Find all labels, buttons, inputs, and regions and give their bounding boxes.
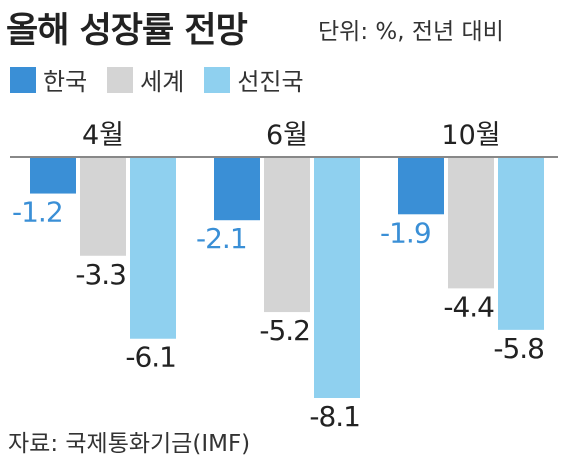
- category-label: 6월: [266, 120, 308, 151]
- legend-swatch-korea: [10, 66, 36, 93]
- value-label-world: -5.2: [259, 314, 310, 347]
- legend: 한국 세계 선진국: [10, 62, 324, 97]
- value-label-korea: -2.1: [196, 222, 247, 255]
- bar-korea: [398, 158, 444, 215]
- source-note: 자료: 국제통화기금(IMF): [8, 431, 251, 457]
- unit-note: 단위: %, 전년 대비: [318, 19, 504, 45]
- legend-item-world: 세계: [107, 62, 184, 97]
- value-label-korea: -1.9: [380, 216, 431, 249]
- bar-advanced: [498, 158, 544, 330]
- bar-world: [80, 158, 126, 256]
- legend-label-world: 세계: [140, 68, 185, 96]
- bar-world: [448, 158, 494, 289]
- legend-label-advanced: 선진국: [237, 68, 304, 96]
- chart-title: 올해 성장률 전망: [6, 11, 248, 51]
- value-label-world: -3.3: [75, 258, 126, 291]
- legend-item-advanced: 선진국: [204, 62, 304, 97]
- legend-swatch-world: [107, 66, 134, 93]
- bar-world: [264, 158, 310, 313]
- bar-advanced: [314, 158, 360, 398]
- value-label-advanced: -6.1: [125, 341, 176, 374]
- bar-korea: [214, 158, 260, 221]
- bar-korea: [30, 158, 76, 194]
- category-label: 10월: [441, 120, 500, 151]
- category-label: 4월: [82, 120, 124, 151]
- legend-label-korea: 한국: [43, 68, 88, 96]
- legend-item-korea: 한국: [10, 62, 87, 97]
- value-label-advanced: -8.1: [309, 400, 360, 433]
- legend-swatch-advanced: [204, 66, 231, 93]
- value-label-world: -4.4: [443, 290, 494, 323]
- bar-advanced: [130, 158, 176, 339]
- value-label-korea: -1.2: [12, 196, 63, 229]
- value-label-advanced: -5.8: [493, 332, 544, 365]
